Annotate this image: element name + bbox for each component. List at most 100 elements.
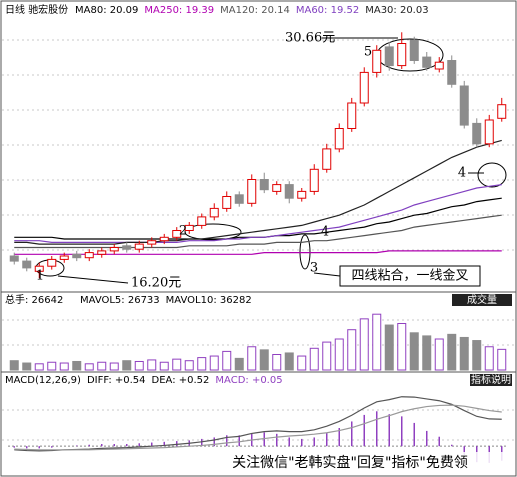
volume-bar	[34, 363, 44, 371]
candle-body	[322, 148, 332, 170]
legend-entry: MACD: +0.05	[215, 375, 282, 386]
candle-body	[172, 230, 182, 238]
annotation: 3	[310, 261, 318, 276]
volume-bar	[159, 361, 169, 371]
candle-body	[297, 190, 307, 199]
legend-entry: MA30: 20.03	[365, 5, 428, 16]
candle-body	[447, 60, 457, 85]
candle-body	[497, 104, 507, 119]
volume-bar	[472, 340, 482, 371]
candle-body	[372, 49, 382, 73]
annotation: 16.20元	[131, 276, 181, 291]
chart-title: 日线 驰宏股份	[5, 3, 68, 16]
volume-bar	[497, 348, 507, 371]
candle-body	[334, 128, 344, 150]
volume-bar	[197, 357, 207, 371]
volume-bar	[9, 360, 19, 371]
candle-body	[34, 265, 44, 272]
volume-bar	[434, 338, 444, 371]
volume-bar	[147, 359, 157, 371]
legend-entry: MAVOL10: 36282	[166, 295, 252, 306]
candle-body	[72, 253, 82, 259]
annotation: 30.66元	[285, 31, 335, 46]
volume-bar	[334, 338, 344, 371]
candle-body	[84, 252, 94, 259]
volume-bar	[122, 360, 132, 371]
moving-average	[14, 250, 502, 255]
background-grid	[2, 39, 515, 441]
volume-bar	[47, 361, 57, 371]
moving-average	[14, 139, 502, 245]
volume-bar	[222, 350, 232, 371]
candle-body	[284, 184, 294, 199]
legend-entry: MA250: 19.39	[144, 5, 214, 16]
candle-body	[409, 39, 419, 61]
candle-body	[209, 207, 219, 218]
volume-bar	[359, 318, 369, 371]
volume-bar	[134, 360, 144, 371]
moving-average	[14, 184, 502, 243]
volume-bar	[284, 352, 294, 371]
volume-bar	[209, 355, 219, 371]
volume-bar	[109, 362, 119, 371]
volume-bar	[372, 313, 382, 371]
volume-bar	[184, 360, 194, 371]
candle-body	[122, 245, 132, 250]
candle-body	[197, 216, 207, 226]
legend-entry: MAVOL5: 26733	[80, 295, 160, 306]
candle-body	[422, 56, 432, 68]
annotation: 5	[364, 45, 372, 60]
annotation: 4	[321, 225, 329, 240]
button-label: 成交量	[467, 293, 497, 306]
legend-entry: MA60: 19.52	[296, 5, 359, 16]
volume-bar	[247, 346, 257, 371]
candle-body	[459, 85, 469, 126]
volume-bar	[84, 363, 94, 371]
candle-body	[184, 224, 194, 231]
legend-entry: MACD(12,26,9)	[5, 375, 81, 386]
candle-body	[472, 122, 482, 145]
candle-body	[309, 168, 319, 192]
candle-body	[259, 179, 269, 191]
candle-body	[109, 247, 119, 252]
candle-body	[47, 258, 57, 267]
volume-bar	[72, 360, 82, 371]
annotation: 4	[458, 166, 466, 181]
volume-bar	[422, 335, 432, 371]
annotation: 2	[179, 224, 187, 239]
legend-entry: DIFF: +0.54	[87, 375, 146, 386]
candle-body	[147, 240, 157, 245]
button[interactable]	[452, 294, 512, 306]
annotation: 1	[36, 269, 44, 284]
candle-body	[272, 184, 282, 192]
volume-bar	[297, 355, 307, 371]
candle-body	[97, 250, 107, 255]
candle-body	[59, 255, 69, 260]
panel-title: 总手: 26642	[5, 293, 63, 306]
volume-bar	[272, 354, 282, 371]
moving-average	[14, 214, 502, 249]
candle-body	[9, 255, 19, 262]
volume-bar	[384, 324, 394, 371]
candle-body	[22, 260, 32, 269]
volume-bar	[172, 358, 182, 371]
candle-body	[347, 102, 357, 129]
volume-bar	[347, 329, 357, 371]
volume-bar	[59, 362, 69, 371]
button[interactable]	[470, 374, 512, 386]
volume-bar	[409, 332, 419, 371]
candle-body	[359, 71, 369, 104]
candle-body	[159, 236, 169, 242]
candle-body	[384, 46, 394, 67]
macd-line	[14, 404, 502, 451]
volume-bar	[22, 362, 32, 371]
volume-bar	[97, 361, 107, 371]
volume-bar	[259, 349, 269, 371]
volume-bar	[459, 336, 469, 371]
volume-bar	[322, 341, 332, 371]
legend-entry: MA80: 20.09	[75, 5, 138, 16]
volume-bar	[309, 347, 319, 371]
candle-body	[247, 179, 257, 204]
